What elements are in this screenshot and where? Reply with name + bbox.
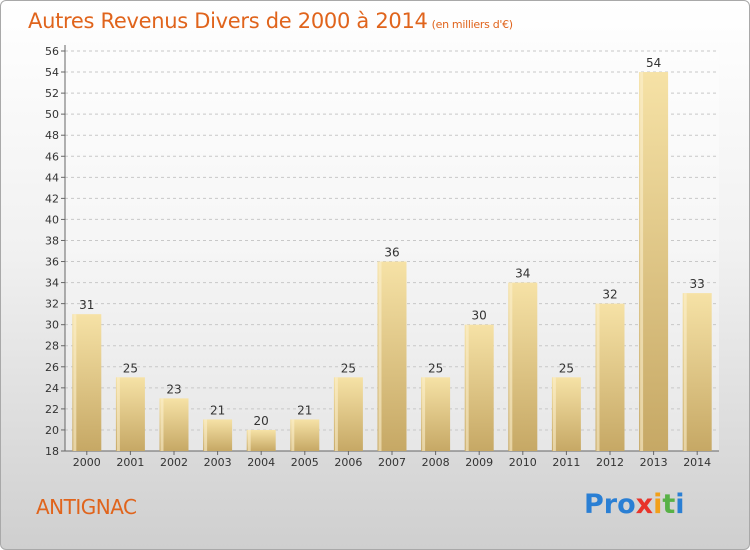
bar-highlight xyxy=(640,72,644,451)
data-label: 31 xyxy=(79,298,94,312)
bar xyxy=(203,419,233,451)
x-tick-label: 2007 xyxy=(378,456,406,469)
logo-part-i1: i xyxy=(653,489,663,520)
data-label: 36 xyxy=(384,246,399,260)
y-tick-label: 26 xyxy=(45,361,59,374)
bar-highlight xyxy=(334,377,338,451)
y-tick-label: 22 xyxy=(45,403,59,416)
bar xyxy=(115,377,145,451)
y-tick-label: 52 xyxy=(45,87,59,100)
bar-highlight xyxy=(291,419,295,451)
y-tick-label: 40 xyxy=(45,213,59,226)
data-label: 23 xyxy=(166,382,181,396)
proxiti-logo: Proxiti xyxy=(584,489,685,520)
data-label: 32 xyxy=(602,288,617,302)
logo-part-x: x xyxy=(635,489,654,520)
bar xyxy=(551,377,581,451)
y-tick-label: 20 xyxy=(45,424,59,437)
x-tick-label: 2012 xyxy=(596,456,624,469)
y-tick-label: 50 xyxy=(45,108,59,121)
bar-highlight xyxy=(378,261,382,451)
y-tick-label: 56 xyxy=(45,45,59,58)
x-tick-label: 2004 xyxy=(247,456,275,469)
y-tick-label: 32 xyxy=(45,298,59,311)
data-label: 25 xyxy=(123,361,138,375)
x-tick-label: 2001 xyxy=(116,456,144,469)
bar xyxy=(333,377,363,451)
data-label: 25 xyxy=(428,361,443,375)
bar-highlight xyxy=(116,377,120,451)
data-label: 25 xyxy=(559,361,574,375)
y-tick-label: 42 xyxy=(45,192,59,205)
data-label: 21 xyxy=(297,403,312,417)
bar xyxy=(159,398,189,451)
y-tick-label: 44 xyxy=(45,171,59,184)
logo-part-t: t xyxy=(662,489,676,520)
chart-unit: (en milliers d'€) xyxy=(431,18,513,31)
bar xyxy=(464,324,494,451)
bar xyxy=(508,282,538,451)
x-tick-label: 2003 xyxy=(204,456,232,469)
data-label: 21 xyxy=(210,403,225,417)
data-label: 30 xyxy=(472,309,487,323)
bar xyxy=(421,377,451,451)
x-tick-label: 2006 xyxy=(334,456,362,469)
bar-highlight xyxy=(683,293,687,451)
bar-highlight xyxy=(552,377,556,451)
bar-highlight xyxy=(160,398,164,451)
y-tick-label: 36 xyxy=(45,256,59,269)
y-tick-label: 54 xyxy=(45,66,59,79)
chart-title-text: Autres Revenus Divers de 2000 à 2014 xyxy=(28,9,428,33)
x-tick-label: 2009 xyxy=(465,456,493,469)
bar-highlight xyxy=(73,314,77,451)
y-tick-label: 18 xyxy=(45,445,59,458)
x-tick-label: 2011 xyxy=(552,456,580,469)
x-tick-label: 2002 xyxy=(160,456,188,469)
y-tick-label: 38 xyxy=(45,234,59,247)
data-label: 33 xyxy=(690,277,705,291)
x-tick-label: 2000 xyxy=(73,456,101,469)
y-tick-label: 30 xyxy=(45,319,59,332)
x-tick-label: 2013 xyxy=(640,456,668,469)
y-tick-label: 46 xyxy=(45,150,59,163)
chart-title: Autres Revenus Divers de 2000 à 2014 (en … xyxy=(28,9,513,33)
y-tick-label: 28 xyxy=(45,340,59,353)
bar xyxy=(377,261,407,451)
bar xyxy=(639,72,669,451)
bar-highlight xyxy=(247,429,251,451)
x-tick-label: 2005 xyxy=(291,456,319,469)
y-tick-label: 24 xyxy=(45,382,59,395)
bar-highlight xyxy=(465,324,469,451)
x-tick-label: 2010 xyxy=(509,456,537,469)
bar xyxy=(246,429,276,451)
bar-highlight xyxy=(422,377,426,451)
y-tick-label: 48 xyxy=(45,129,59,142)
data-label: 25 xyxy=(341,361,356,375)
data-label: 20 xyxy=(254,414,269,428)
commune-name: ANTIGNAC xyxy=(36,495,137,519)
bar-highlight xyxy=(204,419,208,451)
data-label: 34 xyxy=(515,267,530,281)
bar xyxy=(72,314,102,451)
bar-highlight xyxy=(596,303,600,451)
x-tick-label: 2008 xyxy=(422,456,450,469)
logo-part-pro: Pro xyxy=(584,489,636,520)
y-tick-label: 34 xyxy=(45,277,59,290)
bar xyxy=(290,419,320,451)
bar xyxy=(595,303,625,451)
x-tick-label: 2014 xyxy=(683,456,711,469)
bar-highlight xyxy=(509,282,513,451)
bar xyxy=(682,293,712,451)
logo-part-i2: i xyxy=(675,489,685,520)
data-label: 54 xyxy=(646,56,661,70)
